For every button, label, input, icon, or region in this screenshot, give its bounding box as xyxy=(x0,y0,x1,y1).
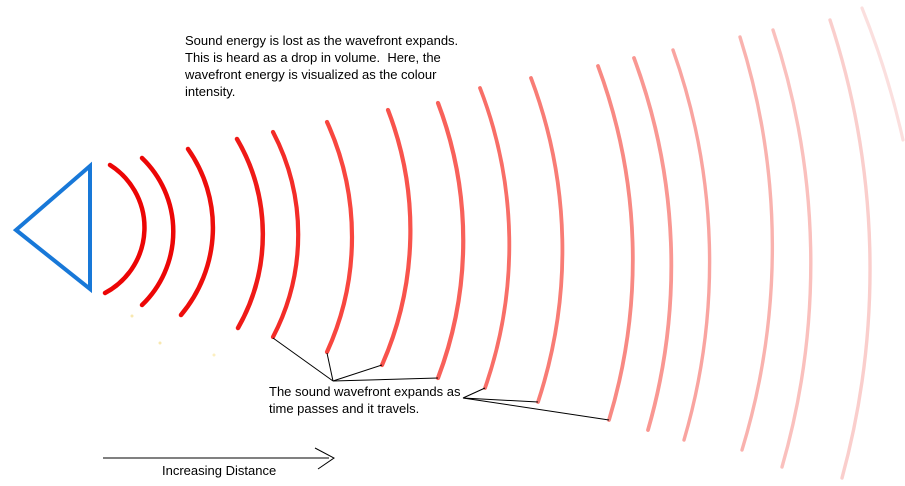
wavefront-arc-10 xyxy=(529,76,565,404)
explanation-line: intensity. xyxy=(185,84,236,99)
increasing-distance-label: Increasing Distance xyxy=(162,462,276,479)
wavefront-arc-13 xyxy=(671,48,712,442)
wavefront-arc-14 xyxy=(738,35,775,452)
paint-speck-1 xyxy=(130,314,134,318)
wavefront-arc-3 xyxy=(178,146,216,318)
speaker-triangle xyxy=(12,161,92,294)
leader-line-6 xyxy=(462,397,539,403)
paint-speck-2 xyxy=(158,341,162,345)
wavefront-arc-15 xyxy=(771,28,813,469)
wavefront-arc-16 xyxy=(828,18,872,480)
wavefront-arc-7 xyxy=(379,107,413,368)
leader-line-5 xyxy=(462,387,486,399)
paint-speck-3 xyxy=(212,353,216,357)
wavefront-arc-6 xyxy=(324,119,355,355)
explanation-line: This is heard as a drop in volume. Here,… xyxy=(185,50,441,65)
increasing-distance-label-text: Increasing Distance xyxy=(162,463,277,478)
annotation-line: time passes and it travels. xyxy=(269,401,420,416)
wavefront-arc-9 xyxy=(478,86,512,390)
leader-line-1 xyxy=(272,337,334,382)
leader-line-4 xyxy=(332,377,439,382)
wavefront-arc-4 xyxy=(234,136,266,331)
wavefront-arc-12 xyxy=(632,56,674,432)
wavefront-arc-17 xyxy=(860,6,905,142)
wavefront-arc-11 xyxy=(596,64,635,422)
annotation-line: The sound wavefront expands as xyxy=(269,384,461,399)
explanation-line: Sound energy is lost as the wavefront ex… xyxy=(185,33,459,48)
wavefront-arc-2 xyxy=(139,155,176,308)
leader-line-3 xyxy=(332,364,383,382)
wavefront-arc-8 xyxy=(435,100,466,381)
distance-arrow-head xyxy=(314,447,335,470)
annotation-text: The sound wavefront expands as time passe… xyxy=(269,383,461,417)
leader-line-2 xyxy=(326,352,334,382)
explanation-line: wavefront energy is visualized as the co… xyxy=(185,67,437,82)
wavefront-arc-5 xyxy=(270,129,301,340)
leader-line-7 xyxy=(462,397,610,421)
explanation-text: Sound energy is lost as the wavefront ex… xyxy=(185,32,458,100)
wavefront-arc-1 xyxy=(102,162,147,296)
